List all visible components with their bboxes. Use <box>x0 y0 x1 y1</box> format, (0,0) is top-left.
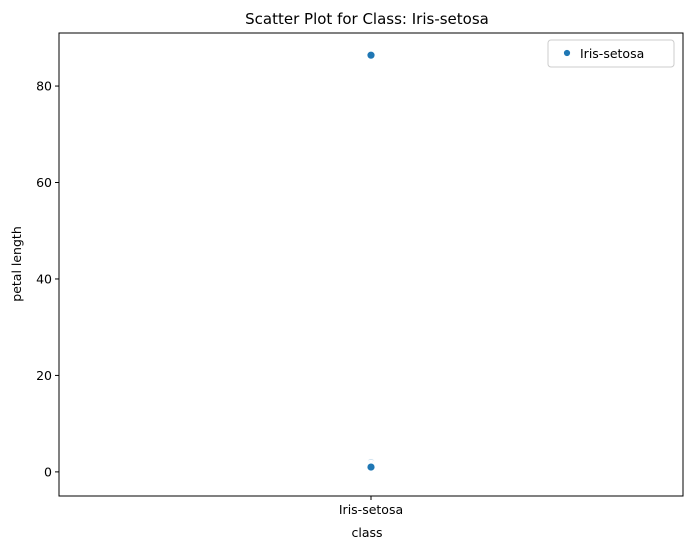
y-tick-label: 60 <box>36 175 52 190</box>
y-tick-label: 20 <box>36 368 52 383</box>
data-points <box>366 50 376 472</box>
legend-label-iris-setosa: Iris-setosa <box>580 46 644 61</box>
x-axis: Iris-setosa <box>339 496 403 517</box>
legend-marker <box>563 49 571 57</box>
y-axis-label: petal length <box>9 226 24 301</box>
y-tick-label: 80 <box>36 79 52 94</box>
y-axis: 0 20 40 60 80 <box>36 79 59 479</box>
x-axis-label: class <box>351 525 382 540</box>
legend-box <box>547 39 675 68</box>
scatter-point <box>366 50 376 60</box>
y-tick-label: 40 <box>36 271 52 286</box>
chart-title: Scatter Plot for Class: Iris-setosa <box>245 10 489 28</box>
x-tick-label: Iris-setosa <box>339 502 403 517</box>
scatter-point <box>366 462 376 472</box>
y-tick-label: 0 <box>44 464 52 479</box>
legend: Iris-setosa <box>547 39 675 68</box>
plot-area <box>58 32 684 497</box>
